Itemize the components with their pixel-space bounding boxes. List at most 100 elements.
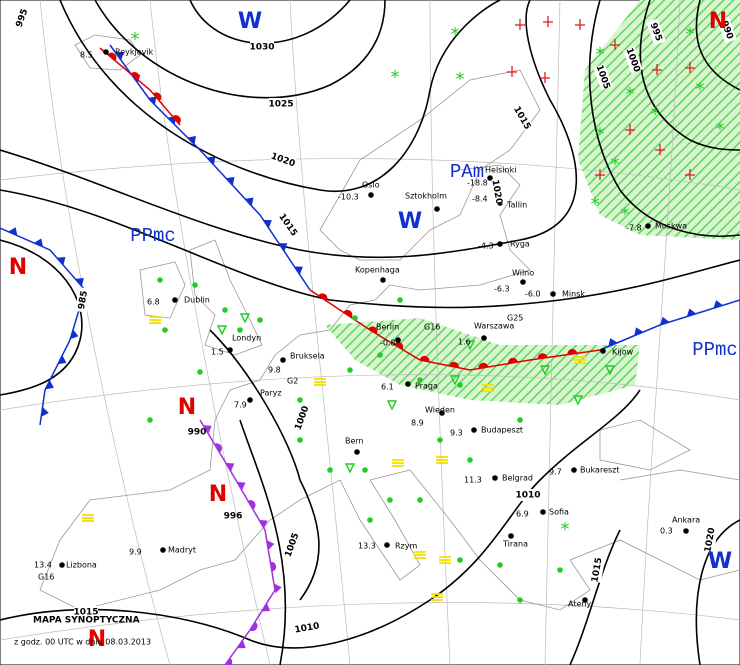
city-temperature: -4.3: [478, 242, 494, 251]
center-pressure: 996: [224, 512, 243, 522]
city-name: Kijow: [612, 348, 634, 357]
graticule-line: [149, 0, 271, 665]
city-marker: [405, 381, 411, 387]
isobar-label-bg: [516, 489, 540, 501]
city-marker: [384, 542, 390, 548]
city-temperature: 9.3: [450, 429, 463, 438]
city-name: Warszawa: [474, 322, 514, 331]
front-line: [199, 419, 276, 665]
isobar: [0, 389, 641, 649]
city-name: Tallin: [506, 201, 527, 210]
city-marker: [508, 533, 514, 539]
front-symbol: [225, 177, 235, 186]
city-temperature: -7.8: [626, 224, 642, 233]
isobar-label: 1030: [249, 43, 274, 53]
front-symbol: [237, 639, 246, 649]
graticule-line: [639, 0, 681, 665]
city-marker: [600, 348, 606, 354]
city-marker: [540, 509, 546, 515]
snow-symbol: *: [561, 519, 570, 540]
city-name: Bukareszt: [580, 466, 620, 475]
precipitation-area: [325, 318, 640, 405]
front-line: [309, 289, 601, 371]
front-symbol: [261, 603, 271, 612]
city-temperature: -18.8: [467, 179, 488, 188]
isobar-label-bg: [250, 41, 274, 53]
front-symbol: [278, 243, 288, 252]
map-title: MAPA SYNOPTYCZNA: [33, 616, 140, 626]
graticule-line: [0, 602, 740, 641]
shower-symbol: [216, 325, 228, 336]
coastline: [74, 34, 141, 71]
city-name: Oslo: [362, 181, 380, 190]
rain-symbol: [497, 562, 503, 568]
isobar: [209, 329, 320, 601]
city-marker: [571, 467, 577, 473]
city-name: Ateny: [568, 600, 591, 609]
front-symbol: [263, 219, 272, 229]
isobar-label-bg: [276, 211, 300, 239]
city-marker: [380, 277, 386, 283]
front-symbol: [224, 657, 233, 665]
city-marker: [160, 547, 166, 553]
isobar-label: 1015: [73, 608, 98, 618]
isobar: [695, 0, 740, 91]
front-symbol: [214, 443, 222, 453]
snow-symbol: *: [456, 69, 465, 90]
city-name: Madryt: [168, 546, 196, 555]
rain-symbol: [417, 497, 423, 503]
shower-symbol: [604, 365, 616, 376]
city-name: Belgrad: [502, 474, 533, 483]
front-symbol: [206, 156, 216, 165]
front-symbol: [507, 357, 518, 364]
snow-symbol: *: [596, 44, 605, 65]
snow-symbol: *: [391, 67, 400, 88]
front-symbol: [57, 355, 67, 365]
air-mass: PPmc: [692, 339, 738, 361]
city-temperature: 13.3: [358, 542, 376, 551]
isobar-label: 1010: [515, 491, 540, 501]
city-name: Reykjavik: [115, 48, 154, 57]
city-name: Helsinki: [485, 166, 516, 175]
city-marker: [434, 206, 440, 212]
city-temperature: -10.3: [338, 193, 359, 202]
front-symbol: [713, 300, 723, 309]
city-marker: [368, 192, 374, 198]
city-temperature: 11.3: [464, 476, 482, 485]
rain-symbol: [467, 457, 473, 463]
rain-symbol: [297, 437, 303, 443]
front-symbol: [249, 621, 258, 631]
rain-symbol: [437, 437, 443, 443]
front-symbol: [153, 92, 162, 102]
snow-symbol: *: [596, 124, 605, 145]
isobar-label: 1020: [703, 527, 717, 553]
city-name: Paryz: [260, 389, 282, 398]
snow-symbol: *: [696, 79, 705, 100]
front-symbol: [247, 500, 256, 510]
city-marker: [487, 175, 493, 181]
city-name: Praga: [415, 382, 438, 391]
city-temperature: 9.8: [268, 366, 281, 375]
isobar: [59, 0, 501, 193]
front-line: [99, 47, 181, 126]
city-marker: [280, 357, 286, 363]
front-symbol: [244, 197, 254, 207]
rain-symbol: [192, 282, 198, 288]
front-symbol: [203, 425, 212, 434]
isobar: [588, 0, 740, 237]
pressure-center: N: [178, 395, 196, 420]
pressure-center: W: [708, 549, 732, 574]
rain-symbol: [162, 327, 168, 333]
coastline: [599, 419, 691, 471]
city-marker: [439, 410, 445, 416]
snow-symbol: *: [621, 204, 630, 225]
city-name: Wilno: [512, 269, 534, 278]
front-symbol: [259, 519, 268, 529]
pressure-center: W: [398, 209, 422, 234]
city-marker: [59, 562, 65, 568]
city-marker: [471, 427, 477, 433]
city-marker: [395, 337, 401, 343]
front-symbol: [343, 309, 353, 318]
isobar-label-bg: [12, 4, 32, 32]
pressure-center: N: [709, 9, 727, 34]
